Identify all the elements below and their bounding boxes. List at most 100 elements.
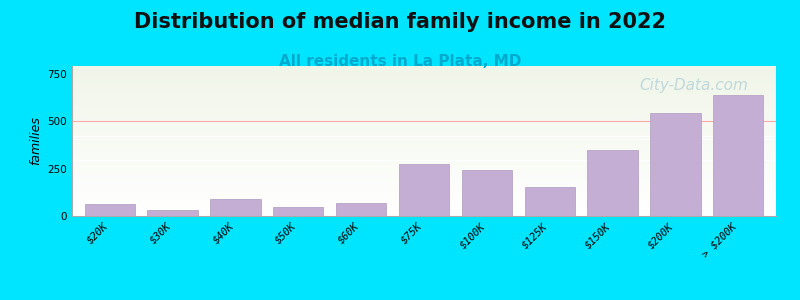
Bar	[72, 199, 776, 200]
Bar	[72, 100, 776, 101]
Bar	[72, 152, 776, 153]
Bar	[72, 113, 776, 114]
Bar	[72, 179, 776, 180]
Bar	[72, 130, 776, 131]
Bar	[72, 96, 776, 97]
Text: All residents in La Plata, MD: All residents in La Plata, MD	[279, 54, 521, 69]
Bar	[72, 71, 776, 72]
Bar	[72, 178, 776, 179]
Bar	[72, 134, 776, 135]
Bar	[72, 181, 776, 182]
Bar	[72, 200, 776, 201]
Bar	[72, 171, 776, 172]
Bar	[72, 153, 776, 154]
Bar	[72, 131, 776, 132]
Bar	[72, 104, 776, 105]
Bar	[72, 204, 776, 205]
Bar	[72, 76, 776, 77]
Bar	[72, 160, 776, 161]
Bar	[72, 147, 776, 148]
Bar	[72, 110, 776, 111]
Bar	[72, 67, 776, 68]
Bar	[147, 210, 198, 216]
Bar	[85, 204, 135, 216]
Bar	[72, 77, 776, 78]
Bar	[72, 98, 776, 99]
Bar	[72, 163, 776, 164]
Bar	[713, 95, 763, 216]
Bar	[72, 95, 776, 96]
Text: Distribution of median family income in 2022: Distribution of median family income in …	[134, 12, 666, 32]
Bar	[72, 169, 776, 170]
Bar	[72, 101, 776, 102]
Bar	[72, 93, 776, 94]
Bar	[462, 170, 512, 216]
Bar	[72, 139, 776, 140]
Bar	[72, 203, 776, 204]
Bar	[72, 215, 776, 216]
Bar	[210, 199, 261, 216]
Bar	[72, 133, 776, 134]
Bar	[72, 143, 776, 144]
Bar	[72, 205, 776, 206]
Bar	[72, 154, 776, 155]
Bar	[72, 75, 776, 76]
Bar	[72, 195, 776, 196]
Bar	[72, 129, 776, 130]
Bar	[72, 170, 776, 171]
Bar	[72, 66, 776, 67]
Bar	[650, 112, 701, 216]
Bar	[72, 185, 776, 186]
Bar	[72, 118, 776, 119]
Bar	[72, 112, 776, 113]
Bar	[72, 159, 776, 160]
Bar	[72, 175, 776, 176]
Bar	[72, 81, 776, 82]
Bar	[72, 103, 776, 104]
Bar	[72, 167, 776, 168]
Bar	[72, 183, 776, 184]
Bar	[72, 92, 776, 93]
Bar	[72, 146, 776, 147]
Bar	[72, 90, 776, 91]
Bar	[72, 78, 776, 79]
Bar	[72, 208, 776, 209]
Bar	[72, 190, 776, 191]
Bar	[72, 118, 776, 119]
Bar	[72, 82, 776, 83]
Bar	[72, 135, 776, 136]
Bar	[72, 117, 776, 118]
Bar	[72, 188, 776, 189]
Bar	[72, 121, 776, 122]
Bar	[72, 207, 776, 208]
Bar	[72, 136, 776, 137]
Bar	[72, 107, 776, 108]
Bar	[72, 88, 776, 89]
Bar	[72, 106, 776, 107]
Bar	[72, 97, 776, 98]
Bar	[72, 177, 776, 178]
Bar	[72, 173, 776, 174]
Bar	[72, 202, 776, 203]
Bar	[72, 172, 776, 173]
Bar	[72, 122, 776, 123]
Bar	[72, 176, 776, 177]
Bar	[72, 193, 776, 194]
Bar	[273, 208, 323, 216]
Bar	[72, 83, 776, 84]
Bar	[72, 79, 776, 80]
Bar	[72, 158, 776, 159]
Bar	[72, 184, 776, 185]
Bar	[72, 213, 776, 214]
Bar	[72, 187, 776, 188]
Bar	[72, 164, 776, 165]
Bar	[72, 202, 776, 203]
Bar	[72, 156, 776, 157]
Bar	[72, 111, 776, 112]
Bar	[72, 148, 776, 149]
Bar	[72, 140, 776, 141]
Bar	[72, 125, 776, 126]
Y-axis label: families: families	[29, 117, 42, 165]
Bar	[72, 141, 776, 142]
Bar	[72, 80, 776, 81]
